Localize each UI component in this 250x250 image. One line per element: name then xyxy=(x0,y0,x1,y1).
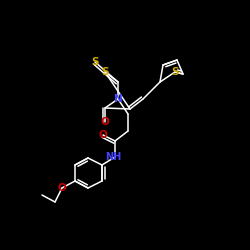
Text: N: N xyxy=(114,94,122,104)
Text: S: S xyxy=(101,67,109,77)
Text: NH: NH xyxy=(105,152,121,162)
Text: O: O xyxy=(98,130,108,140)
Text: S: S xyxy=(171,67,179,77)
Text: O: O xyxy=(58,183,66,193)
Text: S: S xyxy=(91,57,99,67)
Text: O: O xyxy=(100,117,110,127)
